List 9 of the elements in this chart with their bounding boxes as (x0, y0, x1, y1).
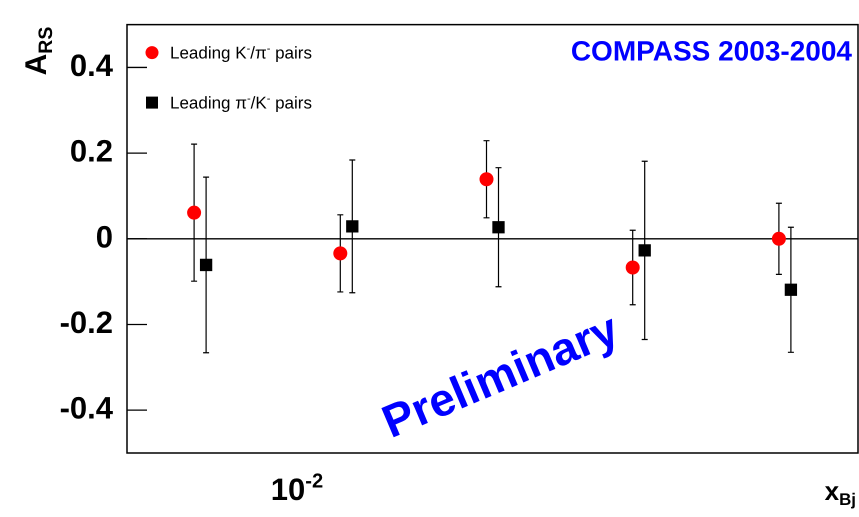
y-tick-label: 0.4 (70, 48, 114, 83)
y-axis-title: ARS (20, 26, 57, 76)
y-tick-label: -0.2 (60, 305, 113, 340)
y-tick-label: 0.2 (70, 134, 113, 169)
legend-label: Leading K-/π- pairs (170, 42, 312, 63)
y-tick-label: 0 (96, 219, 113, 254)
chart-title: COMPASS 2003-2004 (570, 36, 852, 67)
legend-label: Leading π-/K- pairs (170, 92, 312, 113)
y-tick-label: -0.4 (60, 390, 114, 426)
